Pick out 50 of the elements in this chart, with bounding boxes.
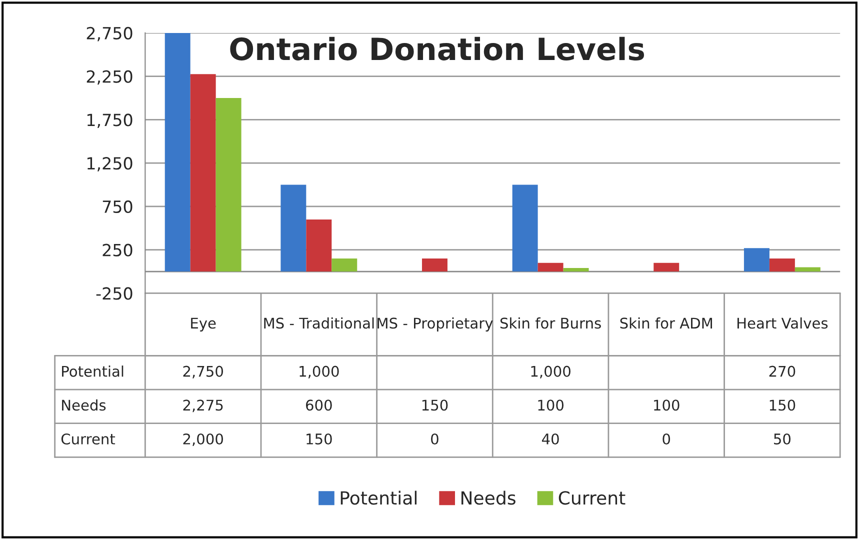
bar bbox=[769, 258, 795, 272]
y-tick-label: 1,750 bbox=[87, 114, 132, 128]
data-label: 2,000 bbox=[183, 433, 223, 446]
bar bbox=[164, 32, 190, 272]
bar bbox=[422, 258, 448, 272]
data-label: 40 bbox=[542, 433, 559, 445]
data-label: 270 bbox=[769, 366, 796, 377]
data-label: 50 bbox=[774, 433, 790, 445]
text: Current bbox=[61, 433, 116, 445]
text: Potential bbox=[62, 366, 124, 377]
bar bbox=[794, 267, 820, 272]
bar bbox=[216, 98, 242, 272]
bar bbox=[280, 184, 306, 272]
data-label: 150 bbox=[770, 400, 796, 411]
data-label: 0 bbox=[662, 433, 670, 445]
y-tick-label: -250 bbox=[96, 287, 132, 300]
data-label: 150 bbox=[422, 400, 448, 411]
data-label: 100 bbox=[538, 400, 564, 411]
legend-label: Potential bbox=[340, 490, 417, 505]
data-label: 1,000 bbox=[300, 366, 339, 378]
x-tick-label: MS - Traditional bbox=[264, 317, 374, 329]
bar bbox=[306, 219, 332, 272]
bar bbox=[744, 248, 770, 272]
y-tick-label: 2,250 bbox=[86, 70, 132, 85]
data-label: 0 bbox=[431, 433, 438, 445]
bar bbox=[563, 268, 589, 272]
data-label: 1,000 bbox=[531, 366, 570, 378]
legend-label: Current bbox=[558, 491, 626, 505]
bar bbox=[654, 262, 680, 272]
y-tick-label: 750 bbox=[102, 200, 132, 214]
data-label: 150 bbox=[306, 433, 332, 445]
data-label: 600 bbox=[306, 400, 332, 411]
chart-title: Ontario Donation Levels bbox=[230, 36, 644, 60]
y-tick-label: 1,250 bbox=[87, 157, 132, 172]
x-tick-label: Skin for ADM bbox=[620, 317, 712, 329]
x-tick-label: Heart Valves bbox=[737, 317, 828, 329]
legend-label: Needs bbox=[461, 490, 516, 505]
bar bbox=[332, 258, 358, 272]
data-label: 2,750 bbox=[183, 366, 223, 378]
bar bbox=[190, 74, 216, 272]
bar bbox=[538, 262, 564, 272]
x-tick-label: Eye bbox=[191, 318, 216, 332]
bar bbox=[512, 184, 538, 272]
y-tick-label: 2,750 bbox=[86, 26, 132, 42]
y-tick-label: 250 bbox=[102, 244, 132, 256]
data-label: 2,275 bbox=[183, 400, 223, 412]
x-tick-label: MS - Proprietary bbox=[378, 317, 493, 332]
text: Needs bbox=[62, 399, 106, 411]
x-tick-label: Skin for Burns bbox=[500, 317, 601, 329]
data-label: 100 bbox=[654, 400, 680, 411]
